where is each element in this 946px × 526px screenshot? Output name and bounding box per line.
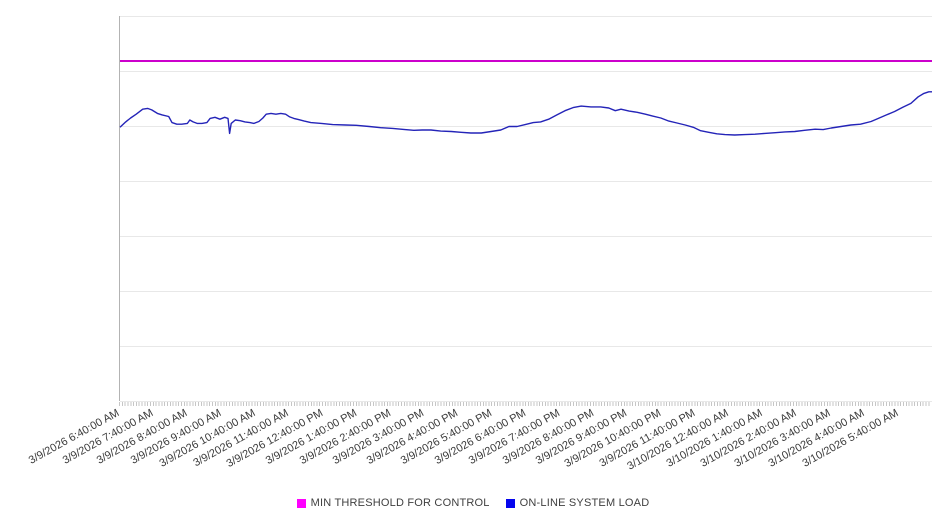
gridline-horizontal <box>120 236 932 237</box>
legend-swatch-blue-icon <box>505 498 515 508</box>
gridline-horizontal <box>120 401 932 402</box>
x-axis-minor-ticks <box>119 402 931 406</box>
legend-item-min-threshold: MIN THRESHOLD FOR CONTROL <box>296 497 490 509</box>
plot-area <box>119 16 932 402</box>
gridline-horizontal <box>120 346 932 347</box>
gridline-horizontal <box>120 181 932 182</box>
gridline-horizontal <box>120 126 932 127</box>
online-system-load-line <box>119 91 932 136</box>
gridline-horizontal <box>120 291 932 292</box>
gridline-horizontal <box>120 71 932 72</box>
legend-label-min-threshold: MIN THRESHOLD FOR CONTROL <box>310 497 490 509</box>
legend-label-online-system-load: ON-LINE SYSTEM LOAD <box>519 497 650 509</box>
min-threshold-line <box>120 60 932 63</box>
legend: MIN THRESHOLD FOR CONTROL ON-LINE SYSTEM… <box>0 497 946 509</box>
legend-item-online-system-load: ON-LINE SYSTEM LOAD <box>505 497 650 509</box>
gridline-horizontal <box>120 16 932 17</box>
legend-swatch-magenta-icon <box>296 498 306 508</box>
